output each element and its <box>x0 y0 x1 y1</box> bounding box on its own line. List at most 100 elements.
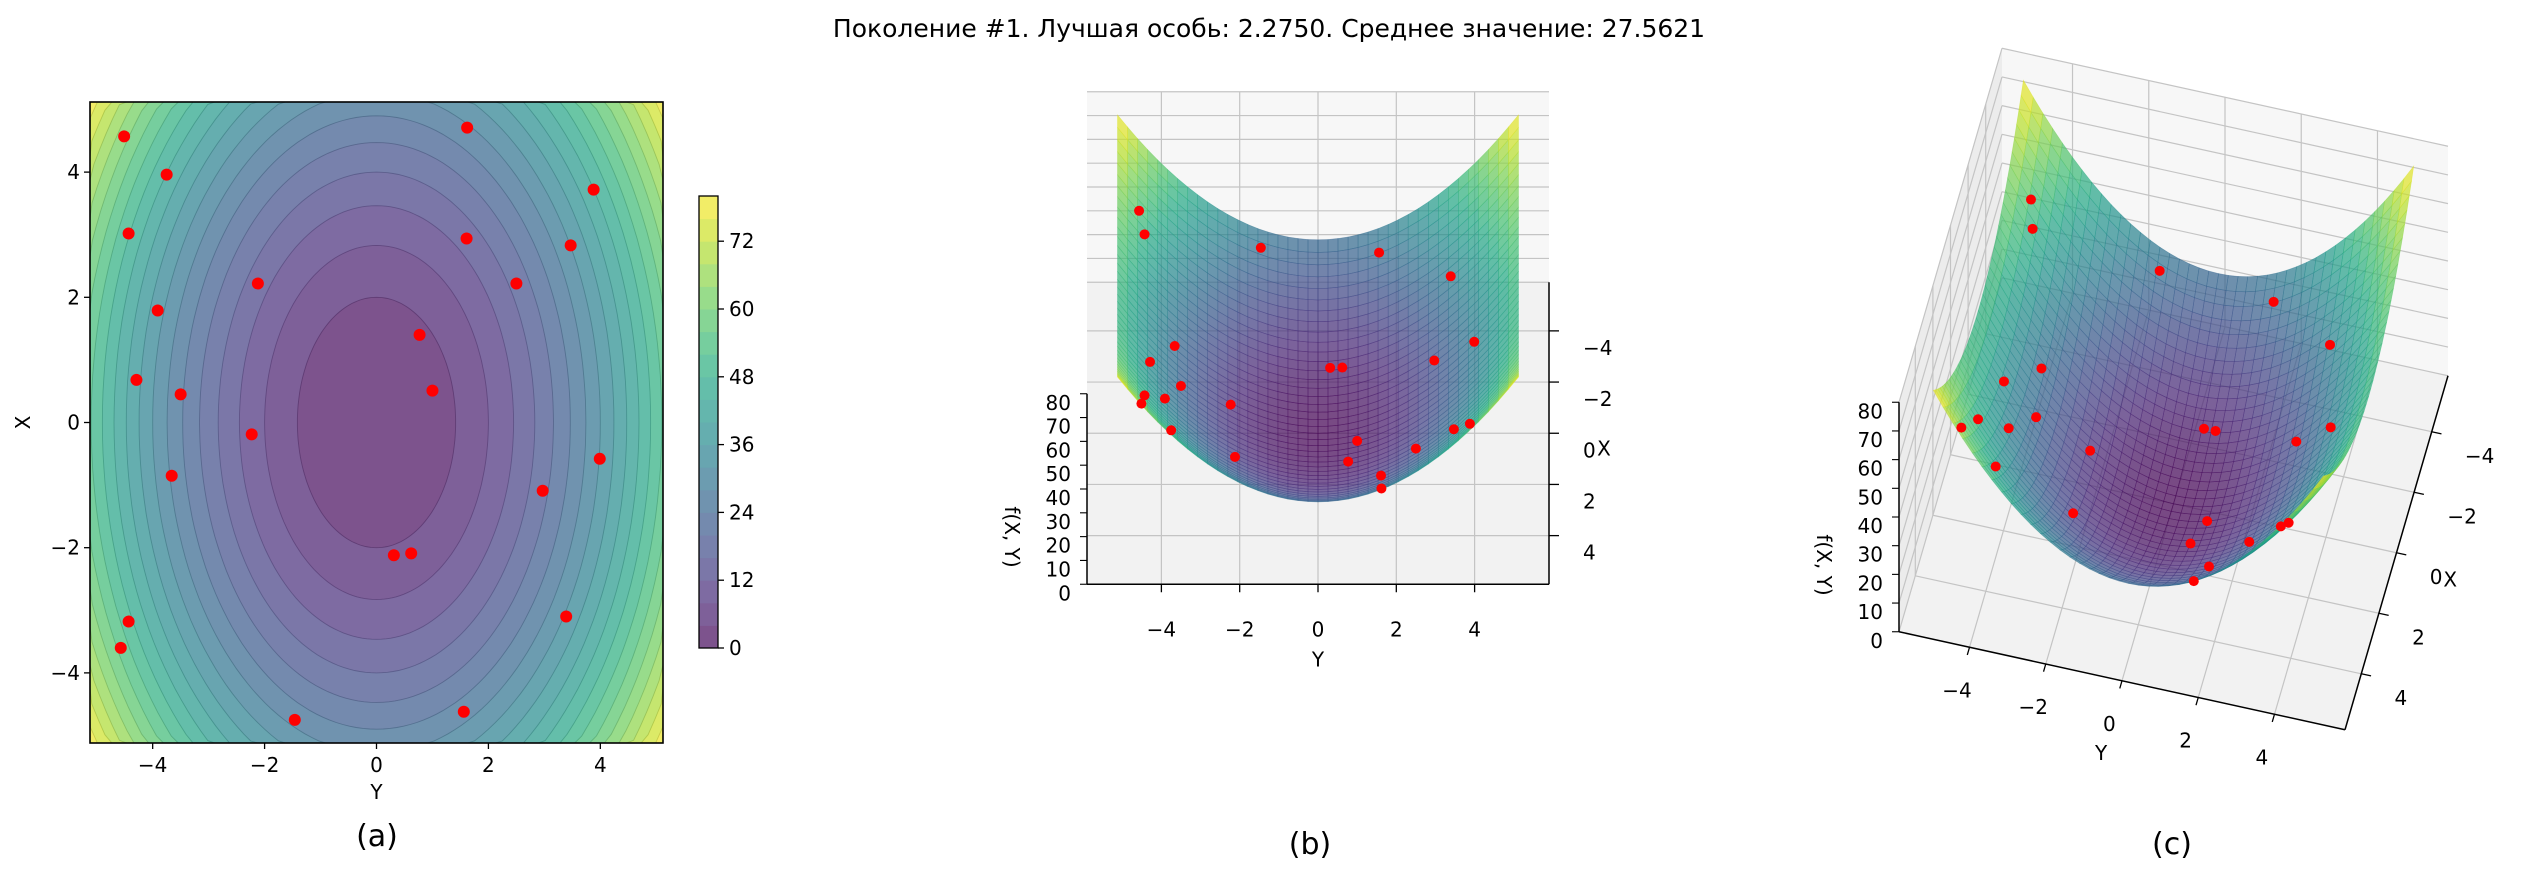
population-point <box>1448 424 1459 435</box>
population-point <box>1343 456 1354 467</box>
surface-facet <box>1307 321 1319 333</box>
colorbar-tick-label: 0 <box>729 636 742 660</box>
x-tick-label: 0 <box>1583 438 1596 462</box>
z-tick-label: 60 <box>1858 457 1883 481</box>
population-point <box>151 304 164 317</box>
y-tick-label: 0 <box>67 411 80 435</box>
population-point <box>2202 516 2213 527</box>
y-axis-label: X <box>11 415 35 429</box>
population-point <box>2275 521 2286 532</box>
population-point <box>174 388 187 401</box>
y-tick-label: 2 <box>1390 617 1403 641</box>
population-point <box>2210 425 2221 436</box>
surface-facet <box>1297 263 1309 277</box>
y-tick-label: 4 <box>67 160 80 184</box>
population-point <box>1352 435 1363 446</box>
surface-facet <box>1327 394 1339 405</box>
z-tick-label: 30 <box>1046 510 1071 534</box>
y-tick-label: −4 <box>51 661 80 685</box>
surface-facet <box>1287 328 1299 342</box>
population-point <box>2325 422 2336 433</box>
population-point <box>1469 336 1480 347</box>
population-point <box>460 232 473 245</box>
colorbar-band <box>699 444 718 468</box>
population-point <box>1255 242 1266 253</box>
population-point <box>1169 340 1180 351</box>
population-point <box>457 705 470 718</box>
z-tick-label: 20 <box>1858 571 1883 595</box>
side-grid-line <box>1898 48 2003 403</box>
population-point <box>160 168 173 181</box>
population-point <box>2003 423 2014 434</box>
surface-facet <box>1317 432 1329 440</box>
x-axis-label: X <box>2443 568 2457 592</box>
colorbar-frame <box>698 195 719 649</box>
surface-facet <box>1287 348 1299 361</box>
population-point <box>2185 538 2196 549</box>
population-point <box>1175 380 1186 391</box>
x-tick-label: 4 <box>1583 541 1596 565</box>
colorbar-tick-label: 24 <box>729 500 754 524</box>
population-point <box>1229 451 1240 462</box>
population-point <box>1990 461 2001 472</box>
population-point <box>587 183 600 196</box>
population-point <box>1134 205 1145 216</box>
surface-facet <box>1297 431 1309 440</box>
surface-facet <box>1327 330 1339 343</box>
population-point <box>1225 399 1236 410</box>
surface-facet <box>2313 475 2327 489</box>
y-tick-label: 0 <box>2103 712 2116 736</box>
surface-facet <box>1297 250 1309 265</box>
surface-facet <box>1307 438 1319 447</box>
surface-facet <box>1297 424 1309 434</box>
y-tick-label: −2 <box>1225 617 1254 641</box>
colorbar-band <box>699 331 718 355</box>
x-tick-label: −4 <box>138 753 167 777</box>
surface-facet <box>1317 379 1329 389</box>
surface-facet <box>1307 395 1319 405</box>
x-tick-label: 4 <box>594 753 607 777</box>
surface-facet <box>1327 286 1339 300</box>
population-point <box>2283 517 2294 528</box>
z-tick-label: 0 <box>1870 629 1883 653</box>
z-tick-label: 70 <box>1858 428 1883 452</box>
surface-facet <box>1327 298 1339 311</box>
x-axis-label: Y <box>369 780 383 804</box>
surface-facet <box>1297 320 1309 333</box>
surface-facet <box>1297 386 1309 397</box>
population-point <box>2325 339 2336 350</box>
surface-facet <box>1317 321 1329 333</box>
population-point <box>461 121 474 134</box>
surface-facet <box>1317 395 1329 405</box>
colorbar-band <box>699 535 718 559</box>
population-point <box>2203 561 2214 572</box>
surface-facet <box>1297 350 1309 362</box>
surface-facet <box>1317 418 1329 427</box>
surface-facet <box>1307 432 1319 440</box>
surface-facet <box>1327 402 1339 413</box>
y-tick <box>2195 697 2199 706</box>
surface-facet <box>1297 410 1309 420</box>
panel-label-b: (b) <box>1289 827 1331 862</box>
surface-facet <box>1317 331 1329 343</box>
population-point <box>122 227 135 240</box>
surface-facet <box>1317 475 1329 480</box>
population-point <box>2291 436 2302 447</box>
y-tick <box>2119 680 2123 689</box>
x-tick <box>2413 491 2425 496</box>
z-tick-label: 70 <box>1046 415 1071 439</box>
surface-facet <box>1317 461 1329 468</box>
contour-plot-area <box>89 101 664 744</box>
colorbar-band <box>699 376 718 400</box>
surface-facet <box>1307 341 1319 353</box>
population-point <box>510 277 523 290</box>
z-axis-label: f(X, Y) <box>1812 534 1836 595</box>
population-point <box>118 130 131 143</box>
surface-facet <box>1297 238 1309 253</box>
surface-facet <box>2401 165 2415 195</box>
surface-facet <box>1317 239 1329 253</box>
surface-facet <box>1267 231 1279 248</box>
population-point <box>1145 356 1156 367</box>
surface-facet <box>1307 331 1319 343</box>
